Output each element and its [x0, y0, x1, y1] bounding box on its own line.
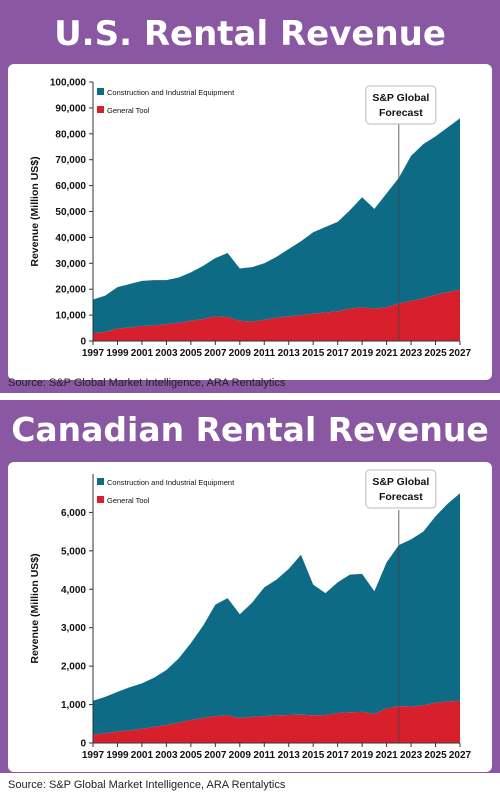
- us-x-tick-label: 2019: [351, 348, 374, 359]
- us-legend-label-construction-and-industrial-equipment: Construction and Industrial Equipment: [107, 88, 235, 97]
- us-x-tick-label: 2021: [375, 348, 398, 359]
- canada-legend-label-construction-and-industrial-equipment: Construction and Industrial Equipment: [107, 478, 235, 487]
- us-y-tick-label: 40,000: [55, 233, 86, 244]
- canada-x-tick-label: 2011: [253, 750, 275, 761]
- us-x-tick-label: 2025: [424, 348, 447, 359]
- canada-legend-swatch-construction-and-industrial-equipment: [97, 478, 104, 485]
- us-x-tick-label: 1999: [106, 348, 129, 359]
- canada-y-tick-label: 6,000: [61, 508, 86, 519]
- us-forecast-callout-box: [365, 85, 437, 125]
- us-banner-title: U.S. Rental Revenue: [54, 14, 446, 54]
- us-x-tick-label: 2015: [302, 348, 325, 359]
- canada-x-tick-label: 2019: [351, 750, 374, 761]
- us-legend-swatch-construction-and-industrial-equipment: [97, 88, 104, 95]
- us-forecast-label-line1: S&P Global: [372, 92, 429, 104]
- canada-x-tick-label: 2009: [229, 750, 252, 761]
- canada-y-tick-label: 1,000: [61, 700, 86, 711]
- canada-x-tick-label: 2023: [400, 750, 423, 761]
- canada-legend-label-general-tool: General Tool: [107, 496, 150, 505]
- canada-x-tick-label: 2013: [278, 750, 301, 761]
- canada-x-tick-label: 2003: [155, 750, 178, 761]
- canada-y-tick-label: 5,000: [61, 546, 86, 557]
- canada-y-tick-label: 3,000: [61, 623, 86, 634]
- canada-x-tick-label: 2015: [302, 750, 325, 761]
- canada-y-tick-label: 0: [80, 739, 86, 750]
- us-y-tick-label: 90,000: [55, 103, 86, 114]
- canada-forecast-callout-box: [365, 469, 437, 509]
- us-area-general-tool: [93, 289, 460, 341]
- canada-legend-swatch-general-tool: [97, 496, 104, 503]
- us-y-tick-label: 80,000: [55, 129, 86, 140]
- us-x-tick-label: 2009: [229, 348, 252, 359]
- us-legend-swatch-general-tool: [97, 106, 104, 113]
- canada-forecast-label-line2: Forecast: [379, 491, 423, 503]
- canada-area-general-tool: [93, 700, 460, 743]
- us-y-tick-label: 10,000: [55, 311, 86, 322]
- us-x-tick-label: 2027: [449, 348, 472, 359]
- us-y-axis-label: Revenue (Million US$): [29, 156, 41, 266]
- canada-x-tick-label: 2025: [424, 750, 447, 761]
- us-y-tick-label: 60,000: [55, 181, 86, 192]
- us-x-tick-label: 2013: [278, 348, 301, 359]
- us-y-tick-label: 20,000: [55, 285, 86, 296]
- canada-source-note: Source: S&P Global Market Intelligence, …: [8, 779, 286, 791]
- canada-x-tick-label: 2017: [327, 750, 350, 761]
- canada-x-tick-label: 2005: [180, 750, 203, 761]
- canada-x-tick-label: 2027: [449, 750, 472, 761]
- us-x-tick-label: 2017: [327, 348, 350, 359]
- canada-banner-title: Canadian Rental Revenue: [11, 410, 489, 449]
- us-chart-card: S&P Global Forecast 0 10,000 20,000 30,000 40,…: [8, 64, 492, 380]
- us-x-tick-label: 1997: [82, 348, 105, 359]
- us-y-tick-label: 100,000: [50, 78, 87, 89]
- us-source-note: Source: S&P Global Market Intelligence, …: [8, 377, 286, 389]
- us-x-tick-label: 2011: [253, 348, 275, 359]
- us-legend-label-general-tool: General Tool: [107, 106, 150, 115]
- canada-forecast-label-line1: S&P Global: [372, 476, 429, 488]
- us-area-construction-and-industrial-equipment: [93, 118, 460, 334]
- canada-rental-revenue-chart: S&P Global Forecast 0 1,000 2,000 3,000 4,000 5…: [29, 469, 472, 761]
- us-y-tick-label: 0: [80, 337, 86, 348]
- us-x-tick-label: 2007: [204, 348, 227, 359]
- canada-x-tick-label: 2021: [375, 750, 398, 761]
- us-y-tick-label: 30,000: [55, 259, 86, 270]
- us-forecast-label-line2: Forecast: [379, 107, 423, 119]
- us-x-tick-label: 2005: [180, 348, 203, 359]
- canada-y-tick-label: 2,000: [61, 662, 86, 673]
- canada-area-construction-and-industrial-equipment: [93, 493, 460, 735]
- us-y-tick-label: 70,000: [55, 155, 86, 166]
- canada-x-tick-label: 2007: [204, 750, 227, 761]
- canada-x-tick-label: 1999: [106, 750, 129, 761]
- us-x-tick-label: 2001: [131, 348, 154, 359]
- us-y-tick-label: 50,000: [55, 207, 86, 218]
- us-rental-revenue-chart: S&P Global Forecast 0 10,000 20,000 30,000 40,…: [29, 78, 472, 360]
- canada-x-tick-label: 1997: [82, 750, 105, 761]
- canada-chart-card: S&P Global Forecast 0 1,000 2,000 3,000 4,000 5…: [8, 462, 492, 772]
- us-x-tick-label: 2003: [155, 348, 178, 359]
- canada-y-axis-label: Revenue (Million US$): [29, 553, 41, 663]
- us-x-tick-label: 2023: [400, 348, 423, 359]
- canada-x-tick-label: 2001: [131, 750, 154, 761]
- canada-y-tick-label: 4,000: [61, 585, 86, 596]
